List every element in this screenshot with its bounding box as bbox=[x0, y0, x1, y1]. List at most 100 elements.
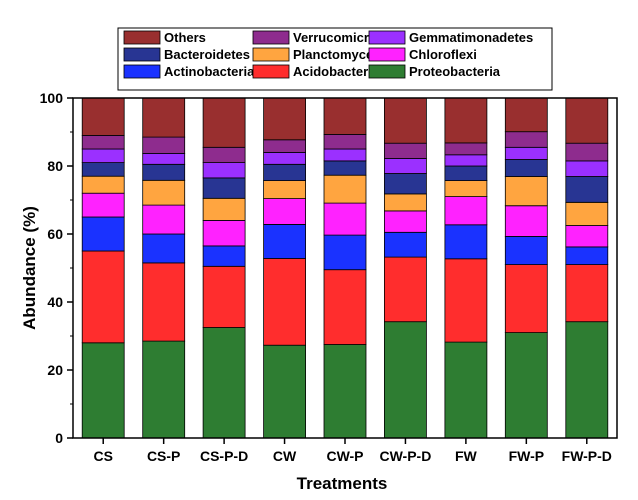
bar-CS-P-D-Chloroflexi bbox=[202, 219, 246, 247]
bar-CS-P-D-Planctomycetes bbox=[202, 197, 246, 221]
bar-CS-P-Actinobacteria bbox=[142, 233, 186, 264]
bar-CS-P-Proteobacteria bbox=[142, 340, 186, 439]
bar-CW-P-D-Proteobacteria bbox=[383, 321, 427, 439]
legend: Others Verrucomicrobia GemmatimonadetesBac… bbox=[117, 27, 553, 91]
bar-FW-P-Acidobacteria bbox=[504, 264, 548, 334]
bar-CW-P-Others bbox=[323, 97, 367, 135]
bar-FW-Chloroflexi bbox=[444, 196, 488, 226]
x-tick-label: FW bbox=[455, 448, 478, 464]
x-tick-label: CS-P bbox=[147, 448, 180, 464]
legend-label-Gemmatimonadetes: Gemmatimonadetes bbox=[409, 30, 533, 45]
bar-CS-P-D-Proteobacteria bbox=[202, 327, 246, 439]
y-tick-label: 40 bbox=[47, 294, 63, 310]
y-tick-label: 0 bbox=[55, 430, 63, 446]
bar-FW-P-D-Planctomycetes bbox=[565, 201, 609, 226]
bar-CW-P-Bacteroidetes bbox=[323, 160, 367, 176]
bar-CS-Bacteroidetes bbox=[81, 162, 125, 177]
bar-CS-P-Bacteroidetes bbox=[142, 163, 186, 181]
bar-CS-P-D-Bacteroidetes bbox=[202, 177, 246, 199]
bar-CW-P-D-Acidobacteria bbox=[383, 256, 427, 323]
bar-CS-Verrucomicrobia bbox=[81, 134, 125, 150]
bars bbox=[81, 97, 609, 439]
y-tick-label: 60 bbox=[47, 226, 63, 242]
bar-CW-Actinobacteria bbox=[263, 224, 307, 259]
bar-CS-Actinobacteria bbox=[81, 216, 125, 252]
legend-label-Bacteroidetes: Bacteroidetes bbox=[164, 47, 250, 62]
x-axis-label: Treatments bbox=[297, 474, 388, 493]
bar-FW-P-D-Chloroflexi bbox=[565, 225, 609, 248]
bar-FW-P-D-Actinobacteria bbox=[565, 246, 609, 265]
bar-CW-P-Planctomycetes bbox=[323, 174, 367, 204]
bar-FW-P-Chloroflexi bbox=[504, 205, 548, 237]
x-tick-label: FW-P bbox=[509, 448, 545, 464]
bar-FW-P-Actinobacteria bbox=[504, 235, 548, 265]
legend-box bbox=[117, 27, 553, 91]
bar-CW-P-D-Others bbox=[383, 97, 427, 144]
legend-label-Chloroflexi: Chloroflexi bbox=[409, 47, 477, 62]
bar-CW-P-Chloroflexi bbox=[323, 202, 367, 236]
bar-FW-Planctomycetes bbox=[444, 180, 488, 198]
bar-CS-Planctomycetes bbox=[81, 175, 125, 194]
bar-CS-Acidobacteria bbox=[81, 250, 125, 344]
bar-CW-Bacteroidetes bbox=[263, 163, 307, 182]
bar-CW-P-Actinobacteria bbox=[323, 234, 367, 271]
bar-CS-P-Verrucomicrobia bbox=[142, 136, 186, 154]
bar-FW-P-Proteobacteria bbox=[504, 332, 548, 439]
bar-CW-Chloroflexi bbox=[263, 198, 307, 225]
legend-swatch-Bacteroidetes bbox=[123, 47, 161, 62]
legend-label-Planctomycetes: Planctomycetes bbox=[293, 47, 392, 62]
bar-CS-P-D-Verrucomicrobia bbox=[202, 146, 246, 164]
legend-swatch-Verrucomicrobia bbox=[252, 30, 290, 45]
y-tick-label: 100 bbox=[40, 90, 64, 106]
bar-CS-Chloroflexi bbox=[81, 192, 125, 218]
bar-CW-Acidobacteria bbox=[263, 258, 307, 346]
y-axis-label: Abundance (%) bbox=[20, 206, 39, 330]
bar-FW-P-D-Gemmatimonadetes bbox=[565, 160, 609, 177]
bar-CS-P-D-Gemmatimonadetes bbox=[202, 162, 246, 179]
bar-FW-P-D-Others bbox=[565, 97, 609, 144]
legend-swatch-Gemmatimonadetes bbox=[368, 30, 406, 45]
bar-CW-P-D-Actinobacteria bbox=[383, 231, 427, 258]
bar-CS-Others bbox=[81, 97, 125, 136]
bar-CS-P-Planctomycetes bbox=[142, 179, 186, 206]
legend-label-Actinobacteria: Actinobacteria bbox=[164, 64, 255, 79]
bar-CW-P-Proteobacteria bbox=[323, 344, 367, 439]
bar-FW-P-Gemmatimonadetes bbox=[504, 146, 548, 160]
bar-FW-P-D-Bacteroidetes bbox=[565, 176, 609, 203]
bar-FW-P-D-Verrucomicrobia bbox=[565, 142, 609, 162]
bar-FW-P-Bacteroidetes bbox=[504, 159, 548, 177]
bar-CS-P-Acidobacteria bbox=[142, 262, 186, 342]
bar-CS-Gemmatimonadetes bbox=[81, 148, 125, 164]
x-tick-label: FW-P-D bbox=[562, 448, 612, 464]
bar-CW-Proteobacteria bbox=[263, 344, 307, 439]
bar-CS-P-D-Actinobacteria bbox=[202, 245, 246, 267]
bar-CS-P-D-Acidobacteria bbox=[202, 265, 246, 328]
bar-CW-P-Verrucomicrobia bbox=[323, 133, 367, 150]
bar-CW-Others bbox=[263, 97, 307, 141]
bar-FW-P-Others bbox=[504, 97, 548, 133]
bar-CS-Proteobacteria bbox=[81, 342, 125, 439]
bar-CW-P-D-Gemmatimonadetes bbox=[383, 158, 427, 174]
legend-swatch-Proteobacteria bbox=[368, 64, 406, 79]
bar-FW-P-D-Acidobacteria bbox=[565, 264, 609, 323]
bar-CS-P-Others bbox=[142, 97, 186, 138]
y-tick-label: 20 bbox=[47, 362, 63, 378]
bar-FW-Proteobacteria bbox=[444, 341, 488, 439]
bar-CW-Verrucomicrobia bbox=[263, 139, 307, 153]
bar-CW-P-D-Chloroflexi bbox=[383, 210, 427, 233]
legend-label-Proteobacteria: Proteobacteria bbox=[409, 64, 501, 79]
axes: 0 20 40 60 80 100 CS CS-P CS-P-D CW CW-P CW-P-D FW FW… bbox=[40, 90, 618, 464]
y-tick-label: 80 bbox=[47, 158, 63, 174]
bar-CW-P-Acidobacteria bbox=[323, 269, 367, 345]
legend-swatch-Acidobacteria bbox=[252, 64, 290, 79]
bar-CS-P-Gemmatimonadetes bbox=[142, 152, 186, 165]
legend-label-Acidobacteria: Acidobacteria bbox=[293, 64, 380, 79]
x-tick-label: CW bbox=[273, 448, 297, 464]
x-tick-label: CW-P bbox=[326, 448, 363, 464]
x-tick-label: CS-P-D bbox=[200, 448, 248, 464]
legend-swatch-Others bbox=[123, 30, 161, 45]
legend-label-Others: Others bbox=[164, 30, 206, 45]
bar-FW-Verrucomicrobia bbox=[444, 142, 488, 156]
legend-swatch-Chloroflexi bbox=[368, 47, 406, 62]
